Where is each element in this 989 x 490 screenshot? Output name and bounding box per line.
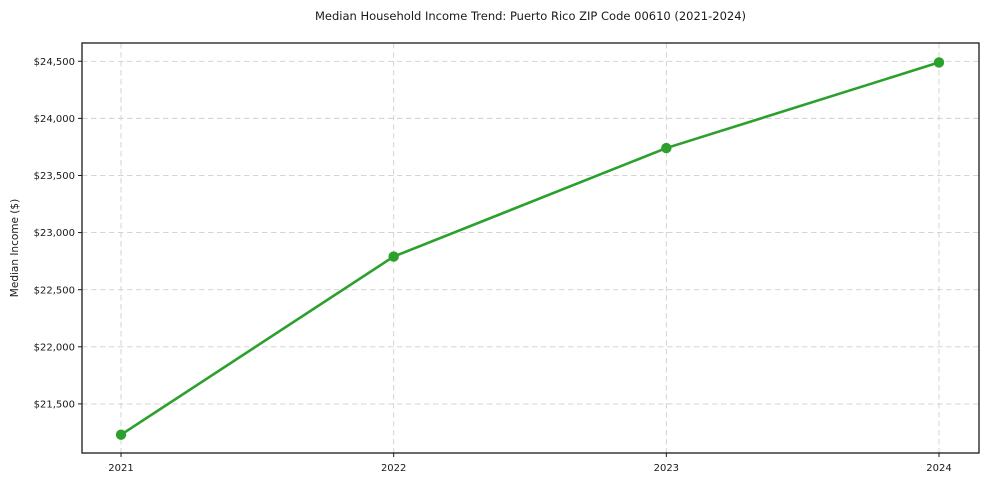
y-tick-label: $24,000 <box>34 114 75 125</box>
y-tick-label: $22,000 <box>34 342 75 353</box>
data-point-marker <box>661 142 672 154</box>
data-point-marker <box>933 57 945 68</box>
x-tick-label: 2024 <box>926 463 951 474</box>
x-tick-label: 2023 <box>654 463 679 474</box>
trend-line <box>119 61 941 437</box>
y-tick-label: $21,500 <box>34 399 75 410</box>
y-tick-label: $23,000 <box>34 228 75 239</box>
chart-title: Median Household Income Trend: Puerto Ri… <box>314 9 747 23</box>
x-tick-label: 2021 <box>108 463 133 474</box>
y-tick-label: $24,500 <box>34 57 75 68</box>
y-tick-label: $22,500 <box>34 285 75 296</box>
data-point-marker <box>115 429 127 440</box>
y-tick-label: $23,500 <box>34 171 75 182</box>
data-point-marker <box>388 251 399 262</box>
plot-frame <box>81 42 980 454</box>
x-tick-label: 2022 <box>381 463 406 474</box>
